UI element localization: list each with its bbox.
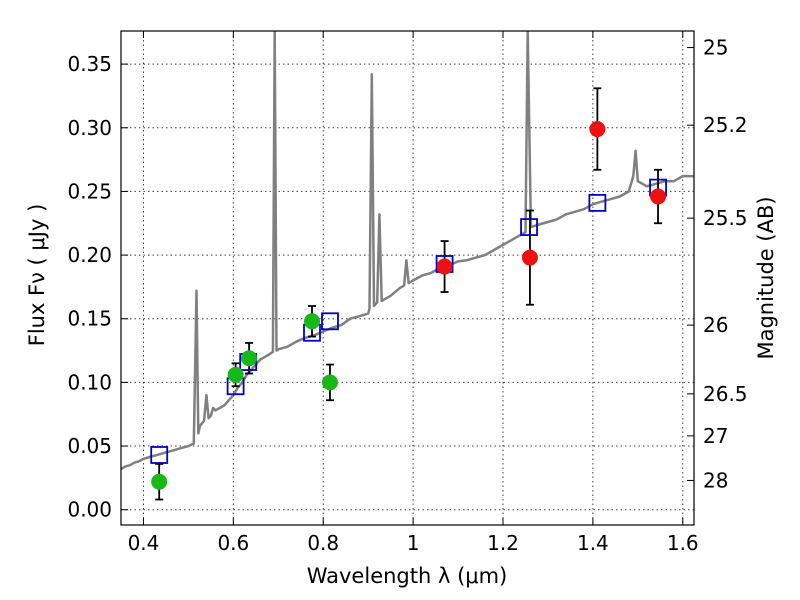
optical-data-point	[151, 473, 168, 490]
mag-tick-label: 26.5	[703, 382, 748, 406]
spectrum-layer	[121, 31, 694, 471]
x-tick-label: 1.2	[487, 531, 519, 555]
y-tick-label: 0.30	[67, 116, 112, 140]
y-tick-label: 0.05	[67, 434, 112, 458]
model-square-marker	[150, 446, 169, 464]
model-square-marker	[588, 193, 607, 212]
tick-layer: 0.4 0.6 0.8 1 1.2 1.4 1.6 0.00 0.05 0.10 0.15 0.20 0…	[67, 31, 748, 555]
plot-frame	[120, 30, 695, 526]
mag-tick-label: 25.5	[703, 206, 748, 230]
x-tick-label: 1.4	[577, 531, 609, 555]
x-tick-label: 1.6	[667, 531, 699, 555]
mag-tick-label: 25	[703, 36, 728, 60]
model-square-marker	[520, 218, 538, 236]
x-tick-label: 1	[407, 531, 420, 555]
y-tick-label: 0.15	[67, 307, 112, 331]
model-square-marker	[321, 312, 339, 331]
spectrum-line	[121, 31, 694, 471]
nir-data-point	[650, 188, 667, 205]
x-tick-label: 0.4	[128, 531, 160, 555]
optical-data-point	[227, 366, 244, 383]
y-tick-label: 0.25	[67, 179, 112, 203]
y-tick-label: 0.35	[67, 52, 112, 76]
optical-data-point	[241, 350, 258, 367]
mag-tick-label: 28	[703, 468, 728, 492]
nir-data-point	[589, 121, 606, 138]
nir-data-point	[436, 258, 453, 275]
y-tick-label: 0.20	[67, 243, 112, 267]
nir-data-point	[521, 249, 538, 266]
optical-data-point	[304, 313, 320, 330]
y-tick-label: 0.00	[67, 498, 112, 522]
optical-data-point	[321, 374, 338, 391]
y2-axis-label: Magnitude (AB)	[754, 196, 778, 359]
marker-layer	[150, 121, 667, 490]
x-tick-label: 0.6	[217, 531, 249, 555]
x-tick-label: 0.8	[307, 531, 339, 555]
y-axis-label: Flux Fν ( μJy )	[25, 204, 49, 347]
mag-tick-label: 25.2	[703, 113, 748, 137]
mag-tick-label: 26	[703, 313, 728, 337]
x-axis-label: Wavelength λ (μm)	[307, 564, 508, 588]
y-tick-label: 0.10	[67, 370, 112, 394]
mag-tick-label: 27	[703, 424, 728, 448]
